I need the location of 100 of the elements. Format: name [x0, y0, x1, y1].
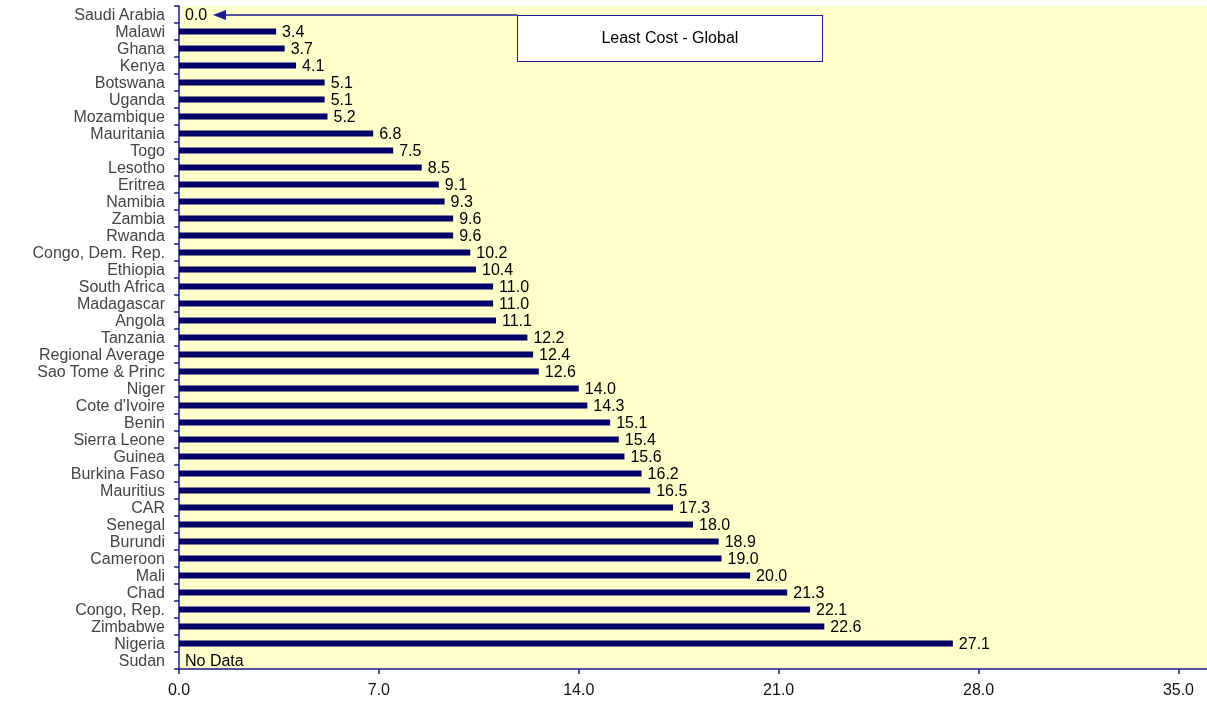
data-label: 22.1 [816, 601, 848, 618]
y-tick-label: Niger [126, 380, 166, 397]
data-label: 8.5 [427, 159, 451, 176]
bar [179, 623, 825, 630]
bar [179, 198, 445, 205]
bar [179, 436, 619, 443]
data-label: 9.6 [459, 210, 482, 227]
data-label: 5.1 [330, 74, 353, 91]
y-tick-label: Sudan [118, 652, 165, 669]
bar [179, 300, 494, 307]
bar [179, 249, 471, 256]
bar [179, 45, 285, 52]
data-label: 18.0 [699, 516, 731, 533]
y-tick-label: Chad [126, 584, 165, 601]
y-tick-label: Benin [124, 414, 165, 431]
bar [179, 28, 277, 35]
data-label: 14.0 [584, 380, 617, 397]
bar [179, 589, 788, 596]
y-tick-label: Sierra Leone [73, 431, 166, 448]
data-label: 9.1 [444, 176, 468, 193]
bar [179, 572, 751, 579]
y-tick-label: Cameroon [90, 550, 165, 567]
y-tick-label: Mali [135, 567, 165, 584]
data-label: 17.3 [679, 499, 711, 516]
data-label: 16.5 [656, 482, 688, 499]
bar [179, 181, 439, 188]
bar [179, 606, 811, 613]
data-label: 21.3 [793, 584, 825, 601]
x-tick-label: 21.0 [763, 680, 795, 698]
y-tick-label: Mozambique [73, 108, 166, 125]
y-tick-label: Regional Average [38, 346, 166, 363]
bar [179, 538, 719, 545]
data-label: 7.5 [399, 142, 422, 159]
y-tick-label: Uganda [108, 91, 166, 108]
y-tick-label: Saudi Arabia [74, 6, 166, 23]
data-label: 11.0 [499, 295, 530, 312]
data-label: 0.0 [185, 6, 208, 23]
bar [179, 96, 325, 103]
bar [179, 487, 651, 494]
y-tick-label: Mauritius [100, 482, 165, 499]
bar [179, 79, 325, 86]
bar [179, 402, 588, 409]
bar [179, 62, 297, 69]
bar [179, 164, 422, 171]
bar [179, 351, 534, 358]
y-tick-label: Malawi [115, 23, 165, 40]
y-tick-label: Rwanda [106, 227, 166, 244]
bar [179, 419, 611, 426]
y-tick-label: Mauritania [90, 125, 166, 142]
data-label: 12.2 [533, 329, 565, 346]
note-box: Least Cost - Global [517, 14, 823, 62]
y-tick-label: South Africa [78, 278, 166, 295]
y-tick-label: Lesotho [108, 159, 166, 176]
data-label: 15.4 [624, 431, 656, 448]
data-label: 22.6 [830, 618, 862, 635]
data-label: 27.1 [958, 635, 991, 652]
y-tick-label: Senegal [106, 516, 165, 533]
x-tick-label: 28.0 [962, 680, 995, 698]
y-tick-label: Namibia [106, 193, 166, 210]
annotation: Least Cost - Global [601, 29, 739, 47]
data-label: 10.4 [481, 261, 514, 278]
y-tick-label: Zambia [111, 210, 166, 227]
bar [179, 555, 722, 562]
y-tick-label: Kenya [119, 57, 166, 74]
bar [179, 504, 674, 511]
bar [179, 215, 454, 222]
data-label: 5.2 [333, 108, 356, 125]
data-label: 10.2 [476, 244, 508, 261]
bar [179, 147, 394, 154]
y-tick-label: Ghana [116, 40, 166, 57]
data-label: 15.6 [630, 448, 662, 465]
data-label: 15.1 [616, 414, 648, 431]
data-label: 12.4 [539, 346, 571, 363]
y-tick-label: Burkina Faso [70, 465, 166, 482]
x-tick-label: 35.0 [1162, 680, 1195, 698]
bar [179, 266, 476, 273]
data-label: 18.9 [724, 533, 756, 550]
x-tick-label: 7.0 [367, 680, 391, 698]
bar [179, 453, 625, 460]
y-tick-label: Togo [130, 142, 166, 159]
bar [179, 640, 953, 647]
text: No Data [185, 652, 244, 669]
data-label: 20.0 [756, 567, 788, 584]
bar [179, 385, 579, 392]
data-label: 3.4 [282, 23, 305, 40]
data-label: 11.0 [499, 278, 530, 295]
y-tick-label: Madagascar [76, 295, 166, 312]
y-tick-label: Ethiopia [107, 261, 166, 278]
data-label: 9.3 [450, 193, 473, 210]
bar [179, 317, 496, 324]
data-label: 4.1 [302, 57, 325, 74]
data-label: 19.0 [727, 550, 759, 567]
y-tick-label: Guinea [113, 448, 166, 465]
x-tick-label: 0.0 [167, 680, 191, 698]
data-label: 12.6 [544, 363, 577, 380]
y-tick-label: Cote d'Ivoire [75, 397, 166, 414]
data-label: 5.1 [330, 91, 353, 108]
data-label: 9.6 [459, 227, 482, 244]
x-tick-label: 14.0 [563, 680, 595, 698]
bar [179, 521, 693, 528]
